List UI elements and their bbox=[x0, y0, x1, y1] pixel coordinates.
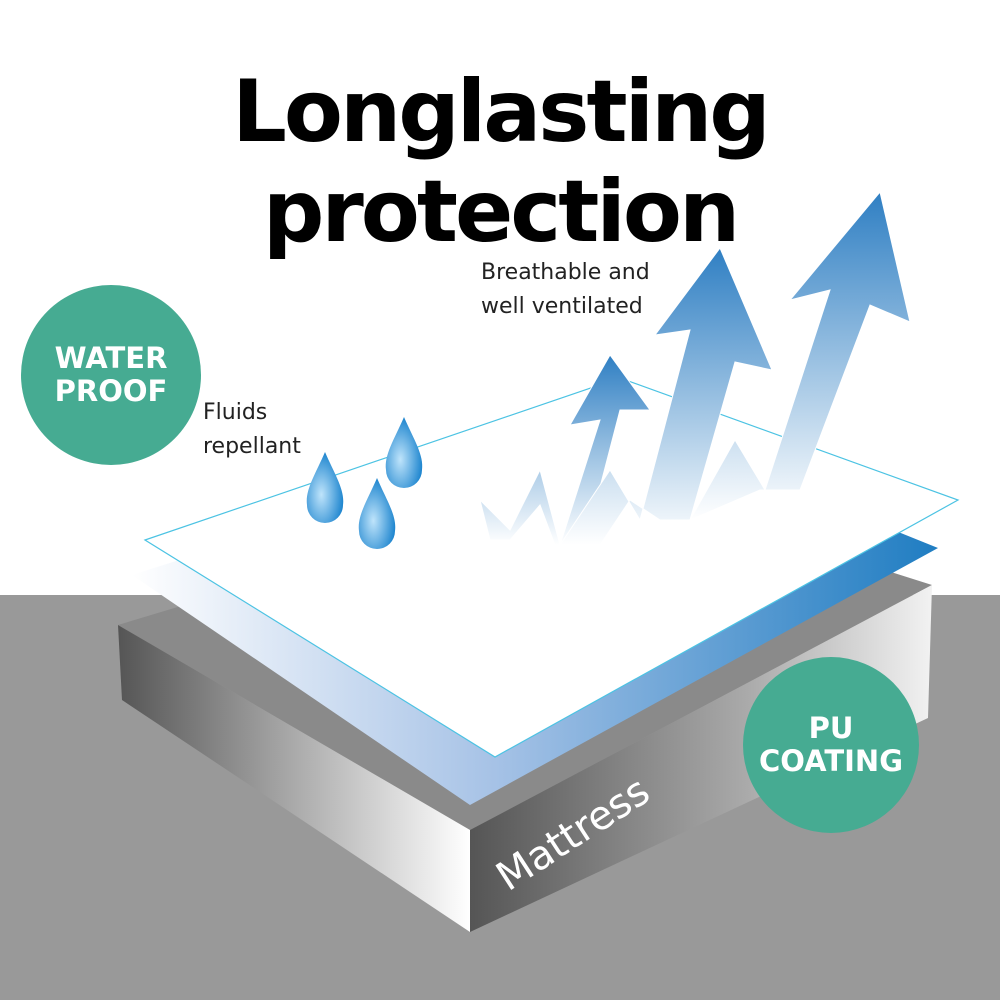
mattress-left-face bbox=[118, 625, 470, 932]
badge-line: PROOF bbox=[54, 374, 168, 408]
label-line: well ventilated bbox=[481, 294, 643, 320]
arrows-icon bbox=[479, 190, 911, 547]
badge-line: PU bbox=[808, 710, 854, 745]
label-line: Fluids bbox=[203, 400, 268, 425]
label-line: repellant bbox=[203, 434, 301, 460]
page-title: Longlasting protection bbox=[232, 62, 771, 262]
badge-line: WATER bbox=[54, 340, 168, 375]
fluids-label: Fluids repellant bbox=[203, 396, 301, 464]
label-line: Breathable and bbox=[481, 260, 650, 285]
waterproof-badge: WATER PROOF bbox=[21, 285, 201, 465]
pu-coating-badge: PU COATING bbox=[743, 657, 919, 833]
breathable-label: Breathable and well ventilated bbox=[481, 256, 650, 324]
badge-line: COATING bbox=[759, 744, 903, 778]
water-drops-icon bbox=[306, 417, 423, 549]
